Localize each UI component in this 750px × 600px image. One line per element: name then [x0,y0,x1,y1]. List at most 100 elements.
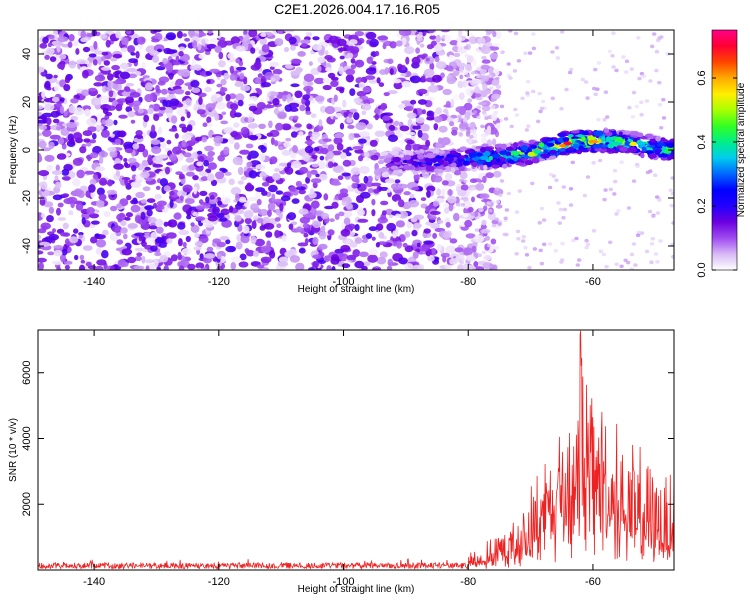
heatmap-cell [559,152,566,156]
heatmap-cell [398,199,405,208]
heatmap-cell [364,75,376,80]
heatmap-cell [395,40,403,47]
heatmap-cell [413,173,420,182]
heatmap-cell [300,39,311,44]
heatmap-cell [118,114,128,119]
heatmap-cell [57,36,69,43]
heatmap-cell [171,115,178,124]
heatmap-cell [92,133,97,140]
heatmap-cell [331,266,336,270]
heatmap-cell [462,160,469,165]
heatmap-cell [520,96,525,101]
heatmap-cell [151,146,162,154]
heatmap-cell [303,73,315,83]
heatmap-cell [209,37,218,44]
heatmap-cell [382,115,391,121]
heatmap-cell [234,142,240,150]
heatmap-cell [209,194,215,200]
heatmap-cell [38,170,50,177]
heatmap-cell [356,90,367,97]
heatmap-cell [64,238,70,246]
heatmap-cell [214,114,220,121]
heatmap-cell [176,30,183,39]
heatmap-cell [192,40,198,49]
heatmap-cell [464,82,469,87]
heatmap-cell [140,171,150,178]
heatmap-cell [141,255,146,264]
heatmap-cell [600,136,606,143]
heatmap-cell [361,265,368,270]
heatmap-cell [416,242,421,248]
heatmap-cell [641,74,646,78]
heatmap-cell [447,195,457,204]
heatmap-cell [585,175,591,179]
heatmap-cell [408,200,420,208]
heatmap-cell [192,175,199,181]
heatmap-cell [176,107,186,117]
heatmap-cell [229,73,237,81]
heatmap-cell [476,105,482,110]
heatmap-cell [458,30,463,34]
heatmap-cell [38,119,47,124]
heatmap-cell [455,202,461,207]
heatmap-cell [491,153,501,158]
heatmap-cell [500,143,507,149]
heatmap-cell [513,31,519,36]
heatmap-cell [286,162,292,169]
heatmap-cell [52,118,60,124]
heatmap-cell [372,267,380,270]
heatmap-cell [108,90,114,98]
heatmap-cell [60,128,70,136]
heatmap-cell [294,123,302,128]
heatmap-cell [624,59,630,64]
heatmap-cell [561,215,566,220]
heatmap-cell [109,265,116,270]
heatmap-cell [191,87,201,94]
heatmap-cell [470,90,475,94]
heatmap-cell [403,164,410,170]
heatmap-cell [584,238,589,243]
heatmap-cell [375,242,380,248]
heatmap-cell [152,163,163,168]
heatmap-cell [339,152,347,159]
snr-y-tick-label: 2000 [21,492,33,516]
colorbar-label: Normalized spectral amplitude [736,82,747,217]
heatmap-cell [439,159,445,165]
heatmap-cell [389,68,394,76]
heatmap-cell [315,124,324,132]
heatmap-cell [487,243,492,248]
heatmap-cell [204,86,212,93]
heatmap-cell [561,185,566,189]
heatmap-cell [345,68,356,76]
heatmap-cell [354,237,363,244]
heatmap-cell [328,35,339,44]
heatmap-cell [629,267,634,270]
heatmap-cell [607,49,613,54]
heatmap-cell [474,228,479,232]
heatmap-cell [207,151,215,157]
heatmap-cell [361,103,372,111]
heatmap-cell [340,244,351,252]
heatmap-cell [125,82,135,87]
heatmap-cell [52,30,58,37]
heatmap-cell [202,122,208,127]
heatmap-cell [596,61,602,65]
heatmap-cell [324,55,333,60]
heatmap-cell [306,87,311,96]
snr-x-tick-label: -60 [585,576,601,588]
heatmap-cell [312,254,322,260]
heatmap-cell [432,232,437,239]
snr-y-tick-label: 6000 [21,360,33,384]
heatmap-cell [240,85,251,92]
heatmap-cell [144,94,154,103]
heatmap-cell [207,215,218,222]
heatmap-cell [481,250,487,255]
heatmap-cell [417,129,423,138]
heatmap-cell [417,88,428,95]
heatmap-cell [412,125,422,130]
heatmap-cell [107,80,114,88]
heatmap-cell [89,152,99,159]
heatmap-cell [288,223,294,230]
heatmap-cell [368,226,378,232]
heatmap-cell [96,259,107,266]
